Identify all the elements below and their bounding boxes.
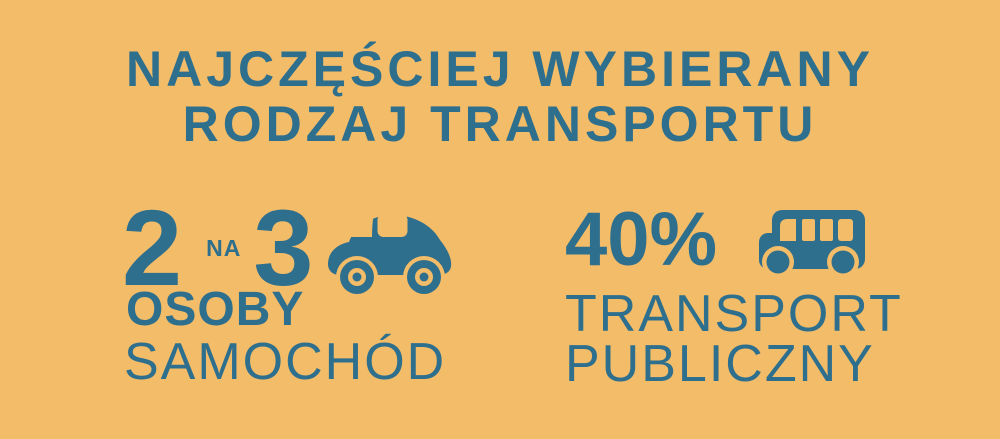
page-title-line1: NAJCZĘŚCIEJ WYBIERANY bbox=[126, 41, 874, 97]
car-stat-minor-value: 3 bbox=[253, 187, 314, 308]
page-title-line2: RODZAJ TRANSPORTU bbox=[182, 96, 818, 152]
public-transport-value: 40% bbox=[565, 197, 718, 282]
stat-public-transport-row: 40% bbox=[565, 190, 866, 290]
bus-icon bbox=[759, 210, 866, 275]
car-stat-label-samochod: SAMOCHÓD bbox=[124, 333, 447, 391]
public-transport-label-line2: PUBLICZNY bbox=[565, 335, 875, 393]
car-icon bbox=[328, 214, 452, 295]
public-transport-label-line1: TRANSPORT bbox=[565, 285, 903, 343]
car-stat-label-osoby: OSOBY bbox=[126, 283, 305, 336]
page-title: NAJCZĘŚCIEJ WYBIERANY RODZAJ TRANSPORTU bbox=[0, 42, 1000, 152]
car-stat-major-value: 2 bbox=[122, 187, 183, 308]
car-stat-connector: NA bbox=[206, 235, 242, 261]
stat-car-row: 2 NA 3 bbox=[122, 187, 456, 308]
